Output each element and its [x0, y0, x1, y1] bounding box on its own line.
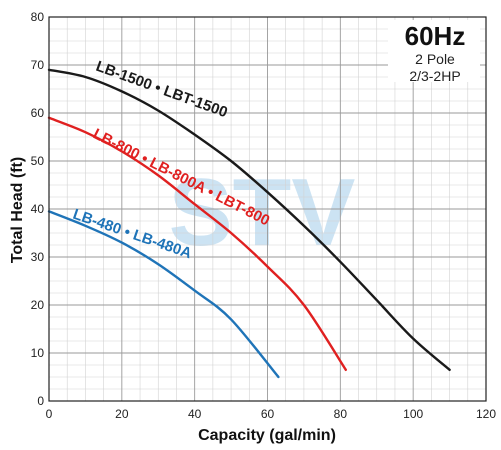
- y-tick-label: 50: [31, 154, 45, 168]
- x-axis-ticks: 0 20 40 60 80 100 120: [46, 407, 497, 421]
- y-tick-label: 20: [31, 298, 45, 312]
- y-tick-label: 0: [37, 394, 44, 408]
- x-tick-label: 120: [476, 407, 496, 421]
- info-box-background: [388, 20, 480, 82]
- curve-line: [47, 68, 451, 371]
- y-axis-title: Total Head (ft): [9, 157, 26, 263]
- y-tick-label: 30: [31, 250, 45, 264]
- plot-frame: [48, 16, 487, 402]
- watermark-text: STV: [169, 159, 356, 266]
- y-tick-label: 70: [31, 58, 45, 72]
- x-tick-label: 80: [334, 407, 348, 421]
- y-tick-label: 40: [31, 202, 45, 216]
- y-tick-label: 60: [31, 106, 45, 120]
- info-box-line-1: 2 Pole: [415, 51, 455, 67]
- y-tick-label: 10: [31, 346, 45, 360]
- x-tick-label: 100: [403, 407, 423, 421]
- curve-line: [47, 210, 280, 379]
- x-axis-title: Capacity (gal/min): [198, 427, 336, 444]
- info-box-line-2: 2/3-2HP: [409, 68, 460, 84]
- x-tick-label: 0: [46, 407, 53, 421]
- curve-line: [47, 116, 347, 371]
- y-tick-label: 80: [31, 10, 45, 24]
- y-axis-ticks: 0 10 20 30 40 50 60 70 80: [31, 10, 45, 408]
- x-tick-label: 20: [115, 407, 129, 421]
- x-tick-label: 40: [188, 407, 202, 421]
- info-box-title: 60Hz: [405, 21, 466, 51]
- x-tick-label: 60: [261, 407, 275, 421]
